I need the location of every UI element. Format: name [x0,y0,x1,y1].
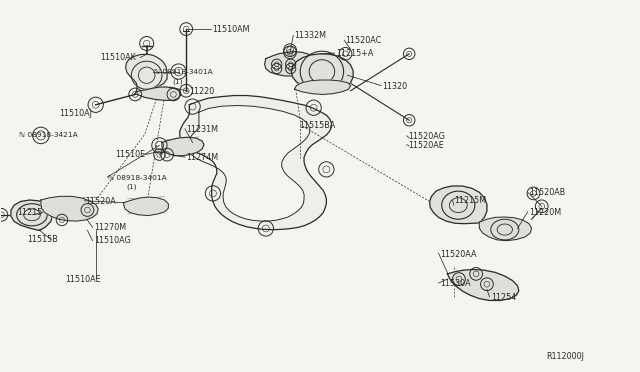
Polygon shape [135,87,181,100]
Text: 11520AE: 11520AE [408,141,444,150]
Text: (1): (1) [126,184,137,190]
Text: 11231M: 11231M [186,125,218,134]
Polygon shape [264,52,316,76]
Polygon shape [447,269,519,301]
Text: 11510E: 11510E [115,150,145,159]
Text: 11220: 11220 [189,87,214,96]
Text: 11332M: 11332M [294,31,326,40]
Text: 11215+A: 11215+A [336,49,373,58]
Text: 11520AC: 11520AC [346,36,381,45]
Polygon shape [188,106,310,221]
Text: 11510AK: 11510AK [100,53,136,62]
Text: 11520A: 11520A [86,197,116,206]
Text: 11510AE: 11510AE [65,275,100,283]
Text: ℕ 08918-3421A: ℕ 08918-3421A [19,132,78,138]
Text: 11520AA: 11520AA [440,250,476,259]
Text: ℕ 08918-3401A: ℕ 08918-3401A [154,69,213,75]
Polygon shape [125,54,167,95]
Text: 11510AJ: 11510AJ [59,109,92,118]
Text: 11520AG: 11520AG [408,132,445,141]
Polygon shape [124,197,168,215]
Text: 11215M: 11215M [454,196,486,205]
Polygon shape [294,80,351,94]
Polygon shape [11,200,52,230]
Text: 11320: 11320 [383,82,408,91]
Text: 11515BA: 11515BA [300,121,336,129]
Text: 11510AM: 11510AM [212,25,249,33]
Text: 11530A: 11530A [440,279,470,288]
Text: R112000J: R112000J [546,352,584,361]
Polygon shape [429,186,487,224]
Text: 11515B: 11515B [27,235,58,244]
Text: 11274M: 11274M [186,153,218,163]
Text: 11220M: 11220M [529,208,561,217]
Polygon shape [162,137,204,156]
Text: 11510AG: 11510AG [94,236,131,245]
Text: 11270M: 11270M [94,223,126,232]
Text: 11215: 11215 [17,208,43,217]
Text: (1): (1) [172,78,183,85]
Polygon shape [41,196,99,221]
Polygon shape [479,217,532,241]
Text: ℕ 08918-3401A: ℕ 08918-3401A [108,175,167,181]
Text: 11254: 11254 [491,293,516,302]
Text: 11520AB: 11520AB [529,188,565,197]
Polygon shape [180,96,332,230]
Polygon shape [291,54,353,90]
